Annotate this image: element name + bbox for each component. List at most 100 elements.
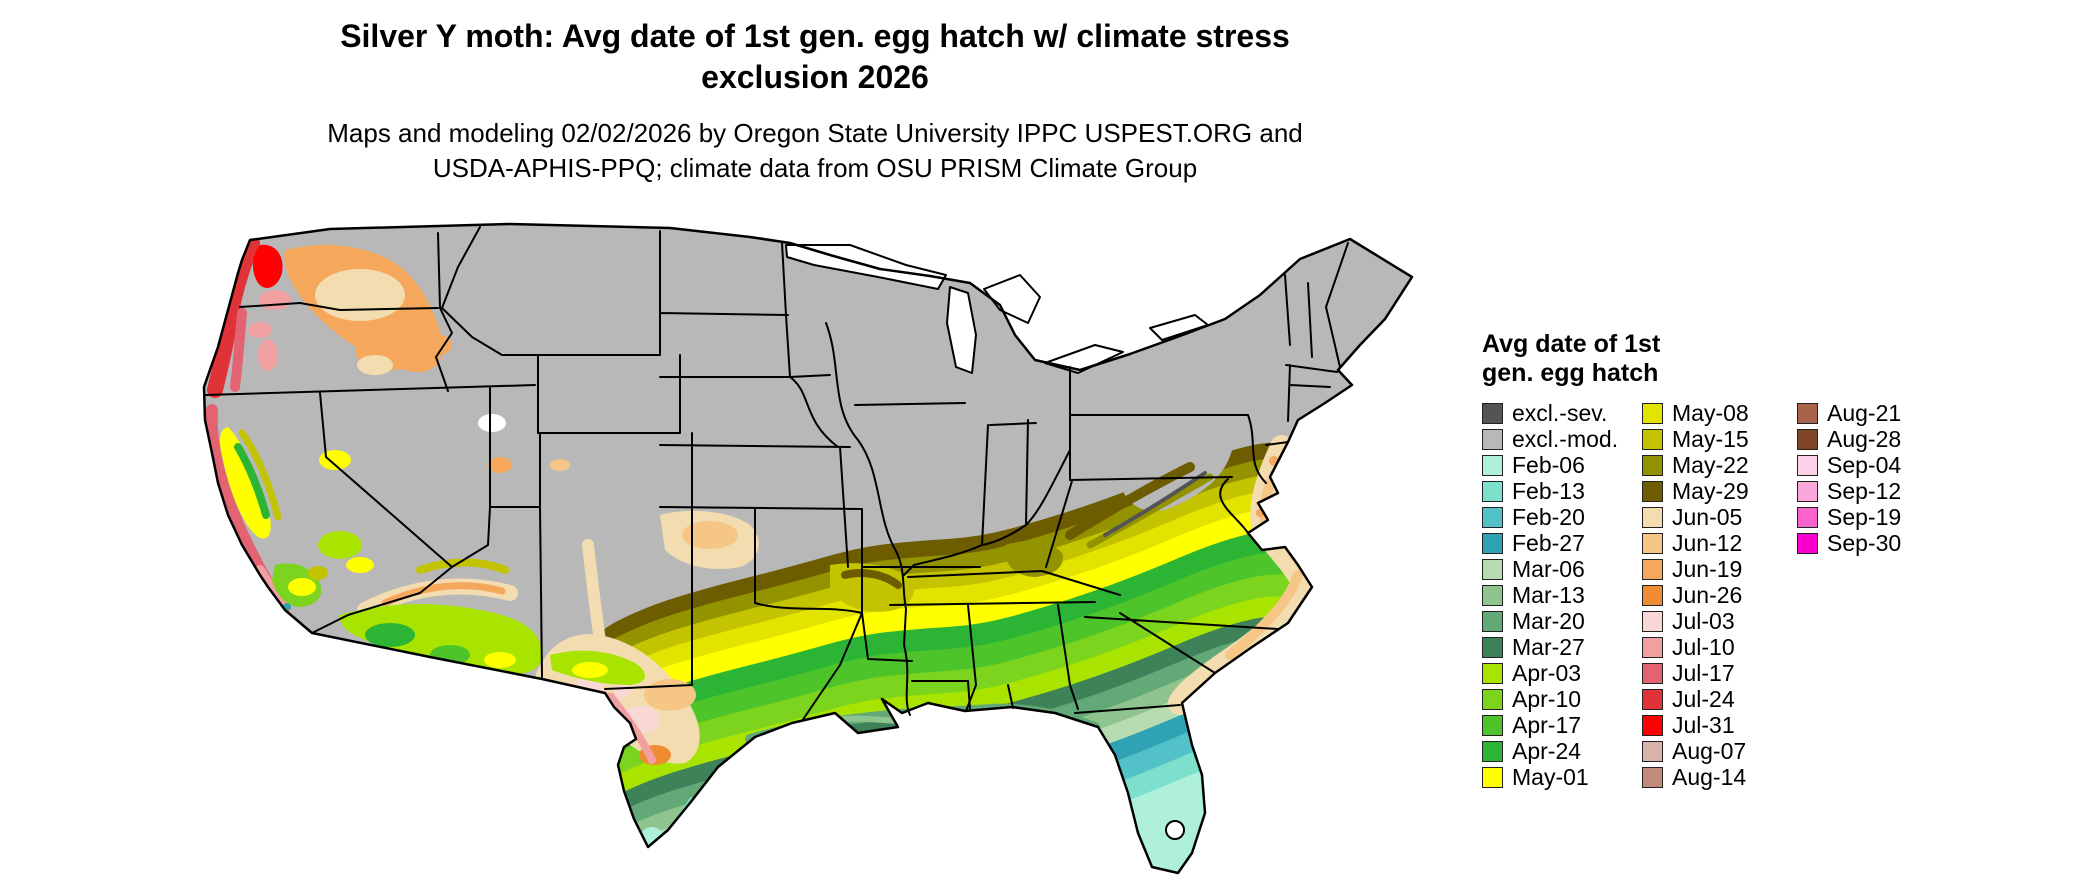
- us-outline: [202, 222, 1414, 875]
- legend-row: Feb-20: [1482, 504, 1642, 530]
- legend-label: Aug-21: [1827, 399, 1902, 426]
- legend-swatch: [1482, 506, 1503, 528]
- region-west-texas-orange: [644, 679, 696, 711]
- legend-label: Jul-31: [1672, 711, 1735, 738]
- region-olympic-magenta1: [230, 251, 238, 259]
- legend-row: Mar-27: [1482, 634, 1642, 660]
- legend-label: Jul-17: [1672, 659, 1735, 686]
- legend-label: Apr-10: [1512, 685, 1582, 712]
- legend-row: May-01: [1482, 764, 1642, 790]
- legend-row: Jun-19: [1642, 556, 1797, 582]
- region-wa-pink2: [248, 322, 272, 338]
- legend-row: May-29: [1642, 478, 1797, 504]
- legend-row: Jul-24: [1642, 686, 1797, 712]
- legend-row: Sep-12: [1797, 478, 1937, 504]
- legend-swatch: [1642, 584, 1663, 606]
- legend-row: Apr-10: [1482, 686, 1642, 712]
- legend-swatch: [1482, 480, 1503, 502]
- legend-row: excl.-mod.: [1482, 426, 1642, 452]
- legend-label: Mar-06: [1512, 555, 1585, 582]
- region-mojave-yellow: [346, 557, 374, 573]
- lake-huron: [983, 274, 1041, 324]
- legend-label: Jun-19: [1672, 555, 1743, 582]
- legend-label: May-29: [1672, 477, 1749, 504]
- legend-label: Mar-13: [1512, 581, 1585, 608]
- lake-okeechobee: [1165, 820, 1185, 840]
- legend-row: Aug-28: [1797, 426, 1937, 452]
- legend-swatch: [1642, 636, 1663, 658]
- region-socal-olive: [308, 566, 328, 580]
- legend-row: May-15: [1642, 426, 1797, 452]
- map-title: Silver Y moth: Avg date of 1st gen. egg …: [190, 16, 1440, 98]
- region-socal-yellow: [288, 578, 316, 596]
- legend-label: Aug-14: [1672, 763, 1747, 790]
- legend-row: Mar-20: [1482, 608, 1642, 634]
- legend-label: May-08: [1672, 399, 1749, 426]
- legend-row: Jun-05: [1642, 504, 1797, 530]
- legend-swatch: [1797, 480, 1818, 502]
- legend-label: Mar-27: [1512, 633, 1585, 660]
- legend-column: excl.-sev. excl.-mod. Feb-06 Feb-13 Feb-20 Fe…: [1482, 400, 1642, 790]
- legend-row: Feb-13: [1482, 478, 1642, 504]
- legend-swatch: [1482, 402, 1503, 424]
- legend-swatch: [1642, 558, 1663, 580]
- legend-row: Aug-21: [1797, 400, 1937, 426]
- legend-label: May-01: [1512, 763, 1589, 790]
- legend-label: Sep-12: [1827, 477, 1902, 504]
- legend-label: Aug-28: [1827, 425, 1902, 452]
- legend-swatch: [1482, 766, 1503, 788]
- legend-label: Sep-30: [1827, 529, 1902, 556]
- legend-row: excl.-sev.: [1482, 400, 1642, 426]
- legend: Avg date of 1st gen. egg hatch excl.-sev…: [1482, 330, 1937, 790]
- map-band-feb-06: [530, 752, 1350, 873]
- legend-swatch: [1642, 610, 1663, 632]
- legend-label: Aug-07: [1672, 737, 1747, 764]
- region-az-yellow-patch: [484, 652, 516, 668]
- legend-row: Jul-10: [1642, 634, 1797, 660]
- region-ozarks-dark: [841, 569, 902, 589]
- region-kansas-orange: [682, 521, 738, 549]
- us-map: [202, 222, 1414, 875]
- legend-swatch: [1642, 402, 1663, 424]
- region-columbia-basin-tan: [315, 269, 405, 321]
- legend-label: Mar-20: [1512, 607, 1585, 634]
- region-carolina-coast-orange: [1225, 570, 1303, 660]
- legend-row: Apr-03: [1482, 660, 1642, 686]
- map-credit: Maps and modeling 02/02/2026 by Oregon S…: [190, 116, 1440, 186]
- legend-swatch: [1642, 714, 1663, 736]
- region-az-green-patch: [365, 623, 415, 647]
- region-central-valley-yellow: [220, 427, 271, 539]
- legend-title-line1: Avg date of 1st: [1482, 330, 1661, 358]
- legend-label: May-15: [1672, 425, 1749, 452]
- legend-swatch: [1642, 506, 1663, 528]
- region-delmarva-orange: [1259, 478, 1275, 542]
- legend-swatch: [1482, 610, 1503, 632]
- legend-columns: excl.-sev. excl.-mod. Feb-06 Feb-13 Feb-20 Fe…: [1482, 400, 1937, 790]
- legend-row: Jun-12: [1642, 530, 1797, 556]
- region-olympic-pink: [235, 242, 241, 248]
- legend-label: Sep-04: [1827, 451, 1902, 478]
- legend-row: Sep-04: [1797, 452, 1937, 478]
- legend-label: Jul-10: [1672, 633, 1735, 660]
- region-snake-plain-orange: [408, 333, 452, 357]
- legend-row: Sep-30: [1797, 530, 1937, 556]
- legend-swatch: [1482, 584, 1503, 606]
- legend-row: Aug-07: [1642, 738, 1797, 764]
- region-appalachia-streak2: [1086, 473, 1214, 549]
- map-credit-line2: USDA-APHIS-PPQ; climate data from OSU PR…: [432, 153, 1198, 183]
- legend-label: Sep-19: [1827, 503, 1902, 530]
- region-central-az-orange: [381, 582, 506, 607]
- legend-row: Mar-06: [1482, 556, 1642, 582]
- legend-label: Jun-05: [1672, 503, 1743, 530]
- legend-swatch: [1642, 480, 1663, 502]
- region-west-co-orange: [550, 459, 570, 471]
- legend-swatch: [1797, 428, 1818, 450]
- legend-row: May-08: [1642, 400, 1797, 426]
- great-salt-lake: [478, 414, 506, 432]
- region-utah-orange: [488, 457, 512, 473]
- legend-label: Jul-24: [1672, 685, 1735, 712]
- legend-swatch: [1642, 662, 1663, 684]
- legend-row: Apr-17: [1482, 712, 1642, 738]
- legend-row: Jul-17: [1642, 660, 1797, 686]
- legend-label: May-22: [1672, 451, 1749, 478]
